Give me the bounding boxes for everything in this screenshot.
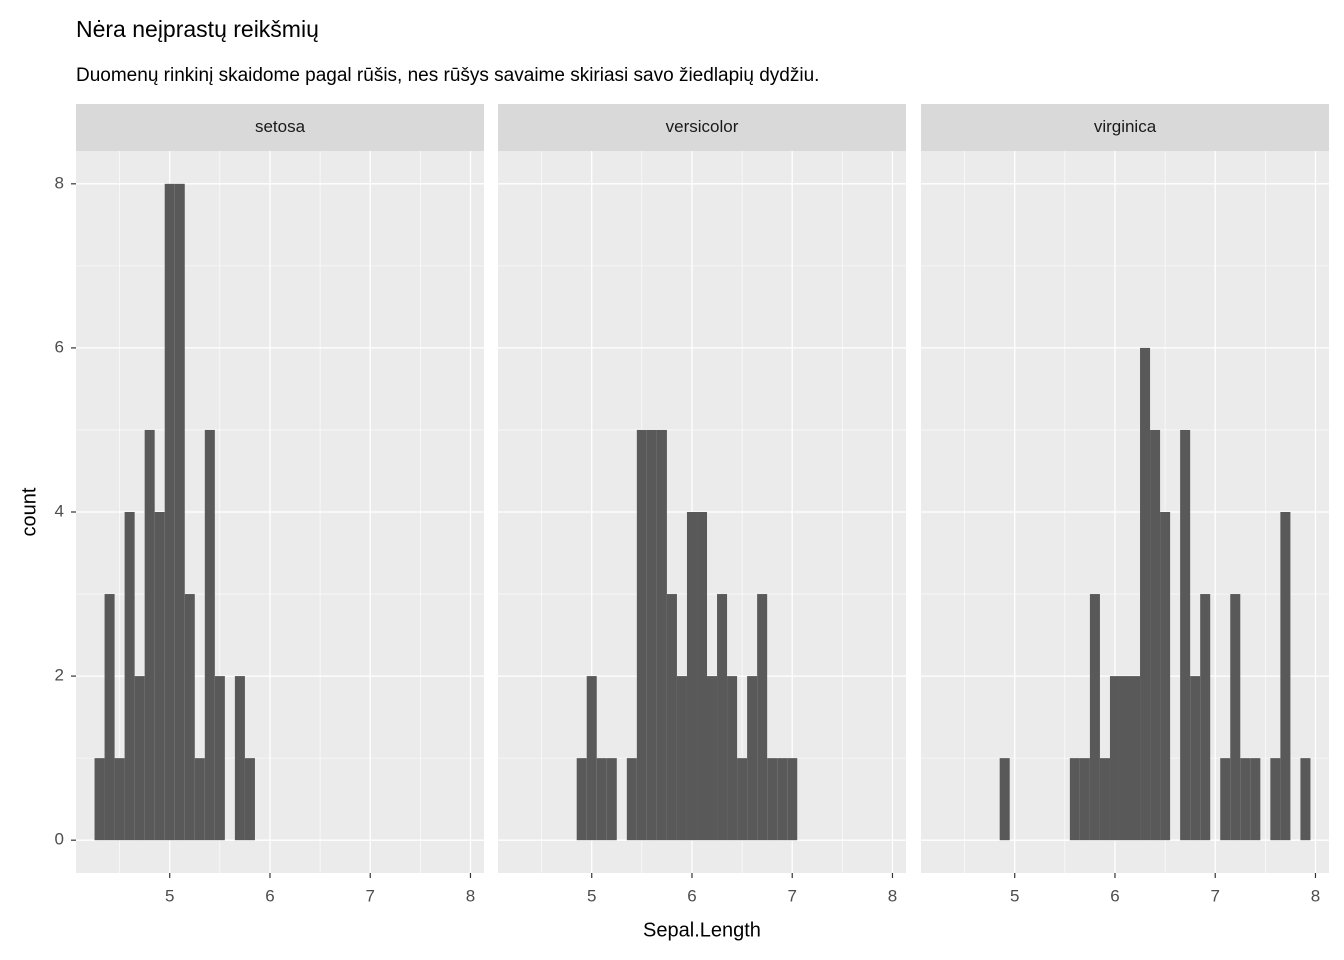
histogram-bar: [747, 676, 758, 841]
histogram-bar: [174, 183, 185, 841]
histogram-bar: [1150, 429, 1161, 841]
histogram-bar: [757, 594, 768, 841]
histogram-bar: [1089, 594, 1100, 841]
y-tick-label: 4: [55, 501, 64, 520]
histogram-bar: [1160, 512, 1171, 841]
y-axis-title: count: [18, 487, 40, 536]
histogram-bar: [1069, 758, 1080, 841]
x-tick-label: 6: [265, 886, 274, 905]
histogram-bar: [164, 183, 175, 841]
chart-subtitle: Duomenų rinkinį skaidome pagal rūšis, ne…: [76, 65, 819, 86]
histogram-bar: [636, 429, 647, 841]
x-axis-title: Sepal.Length: [643, 919, 761, 941]
strip-label: virginica: [1094, 117, 1157, 136]
histogram-bar: [1130, 676, 1141, 841]
histogram-bar: [606, 758, 617, 841]
histogram-bar: [1109, 676, 1120, 841]
histogram-bar: [1079, 758, 1090, 841]
histogram-bar: [214, 676, 225, 841]
histogram-bar: [244, 758, 255, 841]
x-tick-label: 5: [587, 886, 596, 905]
x-tick-label: 7: [365, 886, 374, 905]
histogram-bar: [1240, 758, 1251, 841]
histogram-bar: [737, 758, 748, 841]
histogram-bar: [194, 758, 205, 841]
histogram-bar: [576, 758, 587, 841]
x-tick-label: 8: [1311, 886, 1320, 905]
y-tick-label: 2: [55, 666, 64, 685]
histogram-bar: [1280, 512, 1291, 841]
x-tick-label: 6: [687, 886, 696, 905]
y-tick-label: 6: [55, 337, 64, 356]
histogram-bar: [154, 512, 165, 841]
strip-background: [76, 104, 484, 151]
y-tick-label: 8: [55, 173, 64, 192]
histogram-bar: [646, 429, 657, 841]
histogram-bar: [787, 758, 798, 841]
histogram-bar: [1270, 758, 1281, 841]
strip-background: [498, 104, 906, 151]
histogram-bar: [1220, 758, 1231, 841]
strip-background: [921, 104, 1329, 151]
histogram-bar: [1300, 758, 1311, 841]
histogram-bar: [1250, 758, 1261, 841]
histogram-bar: [686, 512, 697, 841]
histogram-bar: [144, 429, 155, 841]
histogram-bar: [999, 758, 1010, 841]
x-tick-label: 8: [466, 886, 475, 905]
strip-label: versicolor: [666, 117, 739, 136]
x-tick-label: 7: [1210, 886, 1219, 905]
x-tick-label: 5: [1010, 886, 1019, 905]
histogram-bar: [707, 676, 718, 841]
histogram-bar: [1099, 758, 1110, 841]
histogram-bar: [656, 429, 667, 841]
strip-label: setosa: [255, 117, 306, 136]
histogram-bar: [134, 676, 145, 841]
histogram-bar: [204, 429, 215, 841]
chart-title: Nėra neįprastų reikšmių: [76, 16, 319, 42]
histogram-bar: [676, 676, 687, 841]
histogram-bar: [1230, 594, 1241, 841]
histogram-bar: [727, 676, 738, 841]
histogram-bar: [1180, 429, 1191, 841]
histogram-bar: [1200, 594, 1211, 841]
histogram-bar: [1119, 676, 1131, 841]
x-tick-label: 7: [787, 886, 796, 905]
histogram-bar: [767, 758, 778, 841]
histogram-bar: [777, 758, 788, 841]
histogram-bar: [626, 758, 637, 841]
histogram-bar: [586, 676, 597, 841]
x-tick-label: 6: [1110, 886, 1119, 905]
histogram-bar: [696, 512, 708, 841]
histogram-bar: [1140, 347, 1151, 841]
histogram-bar: [124, 512, 135, 841]
histogram-bar: [94, 758, 105, 841]
histogram-bar: [596, 758, 607, 841]
histogram-bar: [666, 594, 677, 841]
histogram-bar: [1190, 676, 1201, 841]
x-tick-label: 8: [888, 886, 897, 905]
histogram-bar: [184, 594, 195, 841]
histogram-bar: [114, 758, 125, 841]
x-tick-label: 5: [165, 886, 174, 905]
histogram-bar: [717, 594, 728, 841]
histogram-bar: [104, 594, 115, 841]
histogram-bar: [234, 676, 245, 841]
y-tick-label: 0: [55, 830, 64, 849]
